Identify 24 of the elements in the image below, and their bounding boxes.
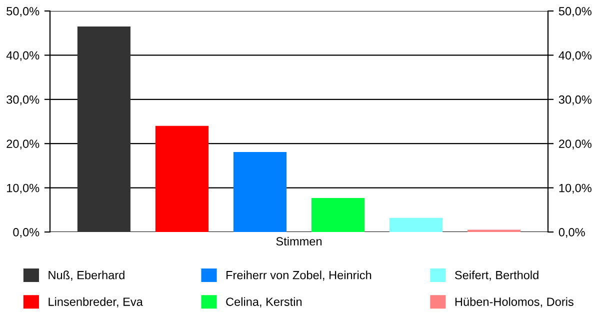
bar — [233, 152, 287, 232]
y-tick-label: 0,0% — [13, 228, 40, 238]
bar — [77, 26, 130, 232]
legend-label: Freiherr von Zobel, Heinrich — [226, 270, 372, 281]
legend-label: Celina, Kerstin — [226, 297, 302, 308]
y-tick-label: 20,0% — [6, 140, 40, 150]
text: 30,0% — [558, 95, 592, 106]
y-tick-label: 40,0% — [6, 51, 40, 61]
text: 20,0% — [559, 140, 592, 150]
bar — [390, 218, 443, 232]
legend-label: Seifert, Berthold — [455, 270, 538, 281]
y-tick-label: 10,0% — [7, 184, 40, 194]
y-tick-label: 30,0% — [6, 95, 40, 106]
text: 50,0% — [558, 7, 592, 17]
y-tick-label: 50,0% — [6, 7, 40, 17]
bar — [155, 126, 208, 232]
x-tick-label: Stimmen — [276, 236, 322, 246]
legend-label: Nuß, Eberhard — [48, 270, 124, 281]
legend-label: Hüben-Holomos, Doris — [455, 297, 574, 308]
text: 10,0% — [559, 184, 592, 194]
text: 0,0% — [558, 228, 585, 238]
legend-label: Linsenbreder, Eva — [48, 297, 143, 308]
text: 40,0% — [558, 51, 592, 61]
bar — [311, 198, 365, 232]
